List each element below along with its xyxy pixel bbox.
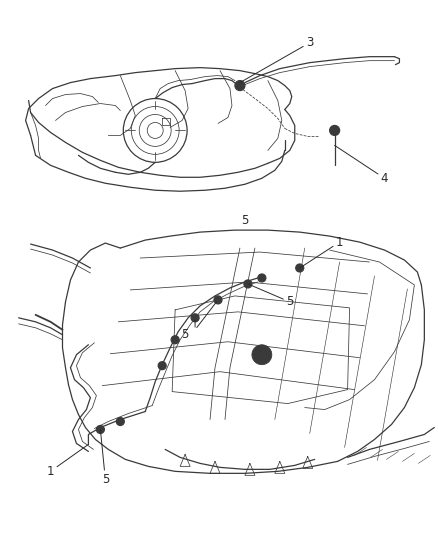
- Circle shape: [171, 336, 179, 344]
- Circle shape: [330, 125, 339, 135]
- Circle shape: [244, 280, 252, 288]
- Text: 1: 1: [300, 236, 343, 268]
- Circle shape: [235, 80, 245, 91]
- Circle shape: [158, 362, 166, 370]
- Circle shape: [237, 83, 243, 88]
- Text: 5: 5: [241, 214, 249, 227]
- Circle shape: [96, 425, 104, 433]
- Text: 5: 5: [248, 284, 293, 309]
- Circle shape: [252, 345, 272, 365]
- Circle shape: [117, 417, 124, 425]
- Text: 5: 5: [100, 430, 109, 486]
- Text: 1: 1: [47, 445, 88, 478]
- Text: 5: 5: [181, 328, 189, 341]
- Circle shape: [214, 296, 222, 304]
- Circle shape: [191, 314, 199, 322]
- Text: 3: 3: [240, 36, 314, 83]
- Circle shape: [296, 264, 304, 272]
- Text: 4: 4: [335, 146, 388, 185]
- Circle shape: [258, 274, 266, 282]
